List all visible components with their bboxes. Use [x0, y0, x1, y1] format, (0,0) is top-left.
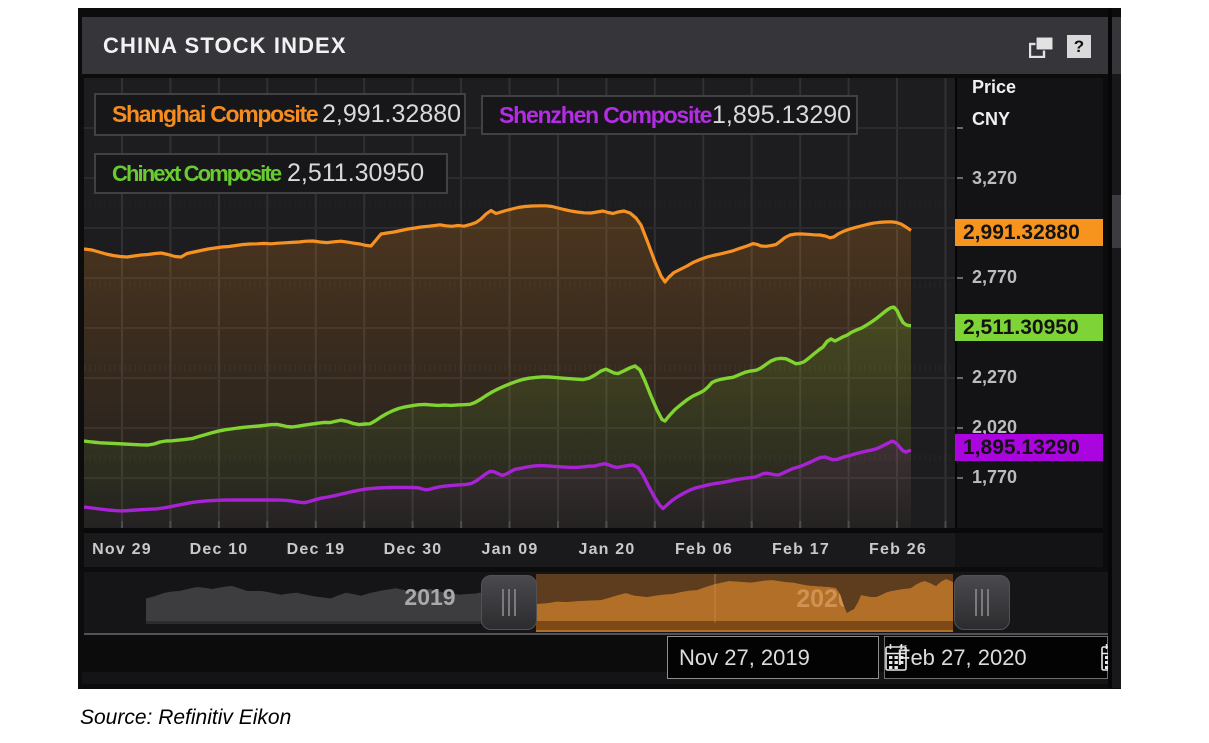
svg-text:27: 27: [899, 645, 907, 652]
